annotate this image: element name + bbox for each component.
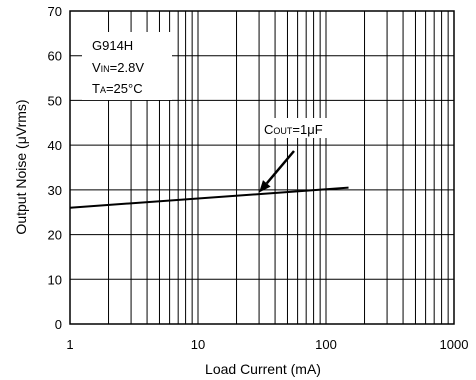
x-tick-label: 1 [66,337,73,352]
y-tick-label: 10 [48,272,62,287]
plot-frame [69,10,455,325]
y-tick-label: 20 [48,228,62,243]
y-axis-title: Output Noise (μVrms) [13,99,29,234]
y-tick-label: 50 [48,93,62,108]
x-tick-label: 100 [315,337,337,352]
arrow-head [259,180,271,193]
arrow-shaft [265,150,295,185]
x-tick-label: 10 [191,337,205,352]
y-tick-label: 70 [48,4,62,19]
vin-label: VIN=2.8V [92,60,144,75]
x-axis-title: Load Current (mA) [205,361,321,377]
ta-label: TA=25°C [92,81,143,96]
axis-ticks: 1 10 100 1000 0 10 20 30 40 50 60 70 [48,4,469,352]
series-line [69,186,349,209]
y-tick-label: 60 [48,49,62,64]
conditions-box [82,32,172,100]
series-label: COUT=1μF [264,122,323,137]
series-label-arrow [259,150,295,193]
series-label-box [262,118,358,138]
y-tick-label: 30 [48,183,62,198]
y-tick-label: 40 [48,138,62,153]
device-label: G914H [92,38,133,53]
x-tick-label: 1000 [440,337,469,352]
y-tick-label: 0 [55,317,62,332]
series-layer [69,186,349,209]
